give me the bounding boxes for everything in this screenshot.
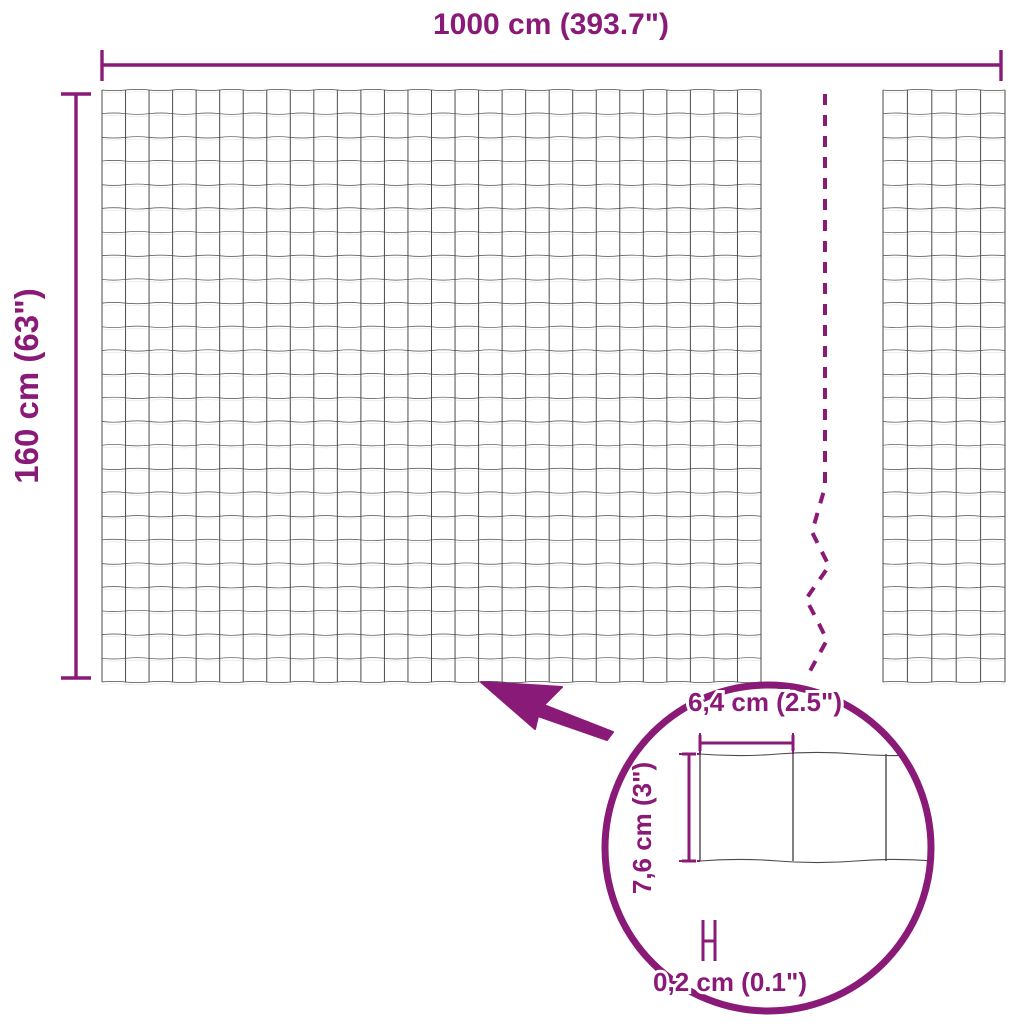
svg-text:6,4 cm (2.5"): 6,4 cm (2.5") xyxy=(688,687,842,717)
svg-text:7,6 cm (3"): 7,6 cm (3") xyxy=(627,762,657,894)
svg-text:1000 cm (393.7"): 1000 cm (393.7") xyxy=(433,8,669,41)
svg-text:0,2 cm (0.1"): 0,2 cm (0.1") xyxy=(653,967,807,997)
svg-text:160 cm (63"): 160 cm (63") xyxy=(8,288,45,483)
